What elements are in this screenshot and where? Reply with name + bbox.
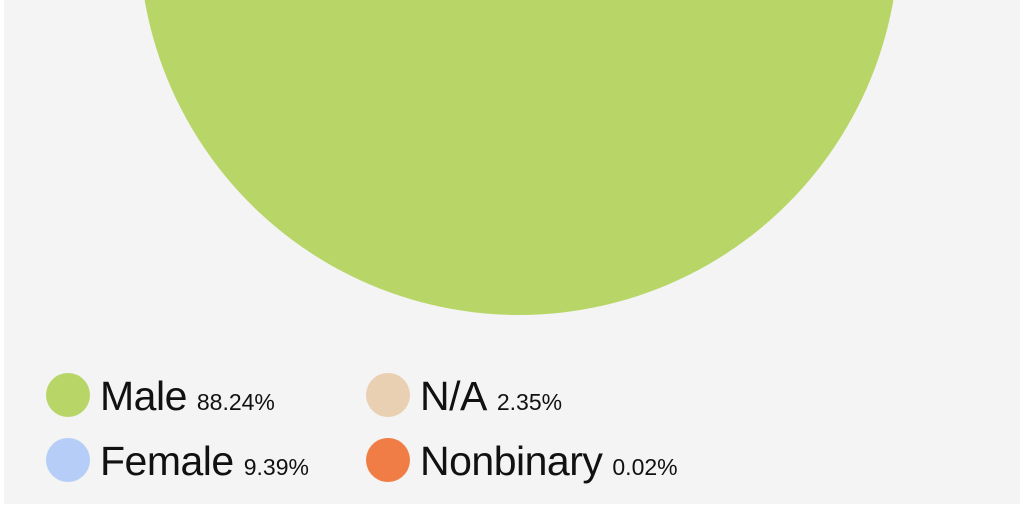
- legend-swatch-female: [46, 438, 90, 482]
- legend-value-female: 9.39%: [243, 454, 309, 480]
- legend-item-nonbinary: Nonbinary 0.02%: [366, 431, 678, 485]
- legend-item-female: Female 9.39%: [46, 431, 309, 485]
- pie-slice-male: [144, 0, 894, 315]
- legend-label-na: N/A: [420, 373, 487, 419]
- legend-swatch-na: [366, 373, 410, 417]
- legend-label-male: Male: [100, 373, 187, 419]
- legend-item-na: N/A 2.35%: [366, 366, 562, 420]
- legend-swatch-male: [46, 373, 90, 417]
- chart-panel: Male 88.24% Female 9.39% N/A 2.35% Nonbi…: [4, 0, 1020, 504]
- legend-label-female: Female: [100, 438, 234, 484]
- legend-value-na: 2.35%: [496, 389, 563, 415]
- legend-value-male: 88.24%: [196, 389, 275, 415]
- legend-swatch-nonbinary: [366, 438, 410, 482]
- pie-slices: [144, 0, 894, 315]
- legend-item-male: Male 88.24%: [46, 366, 275, 420]
- pie-chart: [144, 0, 894, 315]
- legend-value-nonbinary: 0.02%: [612, 454, 678, 480]
- legend-label-nonbinary: Nonbinary: [420, 438, 603, 484]
